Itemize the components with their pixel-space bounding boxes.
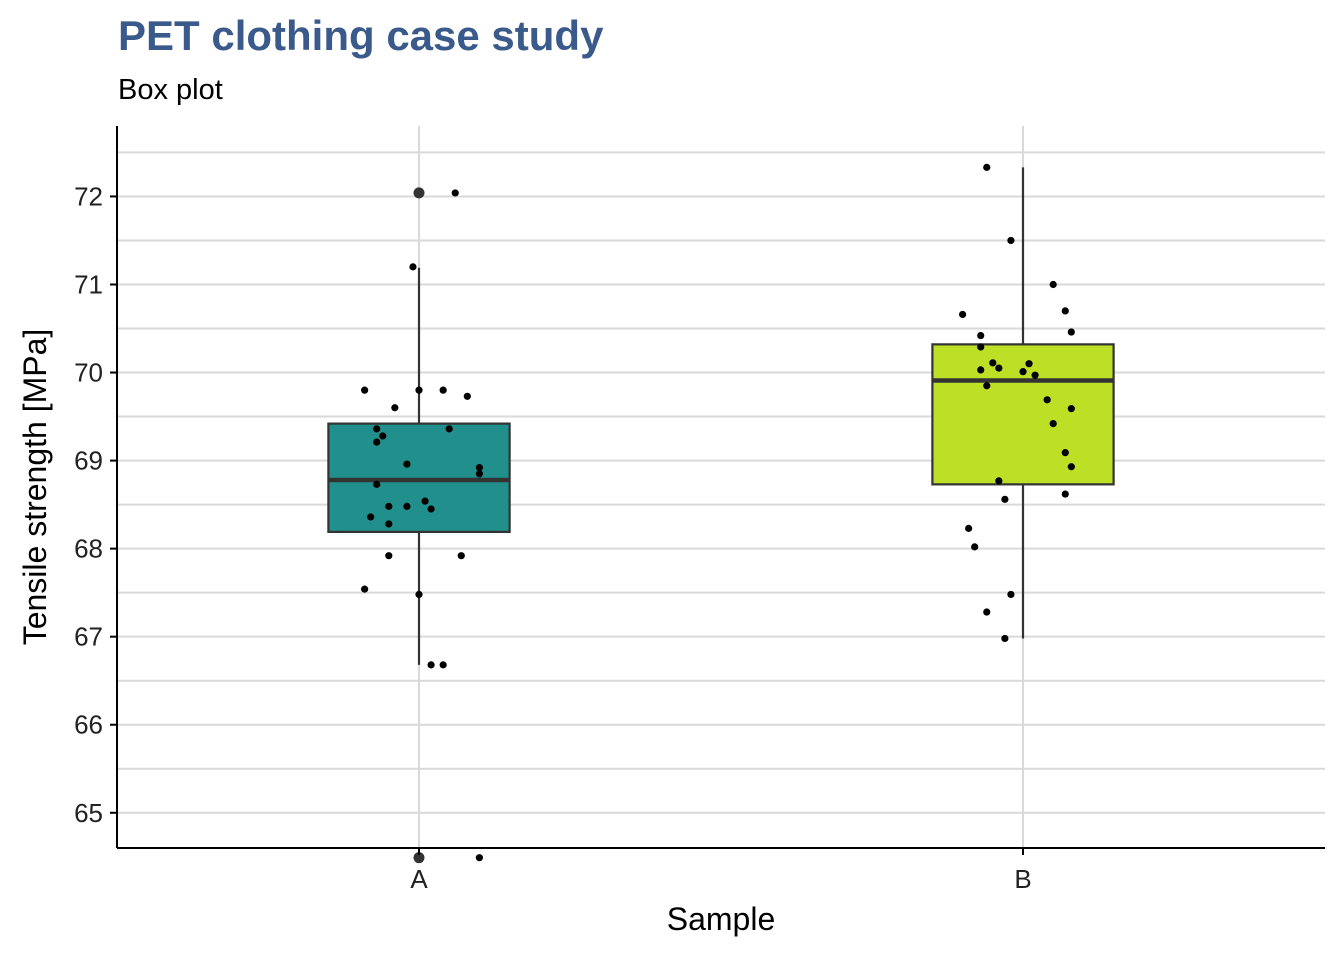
data-point	[445, 425, 453, 433]
data-point	[439, 661, 447, 669]
data-point	[391, 404, 399, 412]
data-point	[1007, 236, 1015, 245]
data-point	[409, 263, 417, 271]
data-point	[385, 502, 393, 510]
data-point	[421, 497, 429, 505]
data-point	[463, 392, 471, 400]
data-point	[1043, 396, 1051, 404]
data-point	[995, 477, 1003, 485]
y-tick-label: 68	[74, 534, 103, 564]
y-tick-label: 71	[74, 269, 103, 299]
data-point	[977, 331, 985, 340]
x-tick-label: B	[1014, 864, 1031, 894]
data-point	[475, 470, 483, 478]
data-point	[959, 310, 967, 319]
data-point	[977, 366, 985, 374]
data-point	[1007, 590, 1015, 599]
data-point	[1061, 449, 1069, 457]
data-point	[403, 502, 411, 510]
axes	[116, 126, 1325, 849]
data-point	[403, 460, 411, 468]
data-point	[415, 590, 423, 599]
data-point	[475, 854, 483, 862]
data-point	[385, 520, 393, 528]
data-point	[451, 189, 459, 197]
data-point	[415, 386, 423, 394]
data-point	[971, 543, 979, 551]
data-point	[1067, 405, 1075, 413]
y-axis-title: Tensile strength [MPa]	[17, 329, 53, 646]
data-point	[373, 425, 381, 433]
data-point	[427, 661, 435, 669]
data-point	[373, 438, 381, 446]
data-point	[995, 364, 1003, 372]
y-tick-label: 70	[74, 358, 103, 388]
data-point	[983, 382, 991, 390]
data-point	[983, 608, 991, 616]
y-tick-label: 72	[74, 181, 103, 211]
outlier-point	[413, 852, 425, 864]
y-tick-label: 65	[74, 798, 103, 828]
chart-subtitle: Box plot	[118, 74, 223, 106]
x-axis-title: Sample	[667, 901, 776, 937]
data-point	[1001, 495, 1009, 503]
grid-lines	[117, 126, 1325, 848]
y-tick-label: 66	[74, 710, 103, 740]
data-point	[361, 386, 369, 394]
data-point	[1025, 360, 1033, 368]
data-point	[439, 386, 447, 394]
data-point	[361, 585, 369, 593]
data-point	[457, 552, 465, 560]
data-point	[367, 513, 375, 521]
y-tick-label: 67	[74, 622, 103, 652]
data-point	[1067, 463, 1075, 471]
data-point	[475, 464, 483, 472]
outlier-point	[413, 187, 425, 199]
data-point	[1019, 368, 1027, 376]
data-point	[1061, 490, 1069, 498]
data-point	[1061, 307, 1069, 315]
chart-title: PET clothing case study	[118, 12, 604, 59]
data-point	[385, 552, 393, 560]
y-axis-ticks: 65 66 67 68 69 70 71 72	[74, 181, 117, 828]
data-point	[1067, 328, 1075, 336]
data-point	[965, 524, 973, 532]
data-point	[1049, 420, 1057, 428]
data-point	[373, 480, 381, 488]
data-point	[1001, 634, 1009, 643]
y-tick-label: 69	[74, 446, 103, 476]
data-point	[977, 343, 985, 351]
data-point	[1031, 371, 1039, 379]
box-layer	[327, 167, 1115, 864]
data-point	[983, 163, 991, 171]
data-point	[1049, 280, 1057, 289]
box-B	[931, 343, 1115, 486]
x-tick-label: A	[410, 864, 428, 894]
jitter-points	[361, 163, 1075, 862]
data-point	[989, 359, 997, 367]
data-point	[427, 505, 435, 513]
data-point	[379, 432, 387, 440]
